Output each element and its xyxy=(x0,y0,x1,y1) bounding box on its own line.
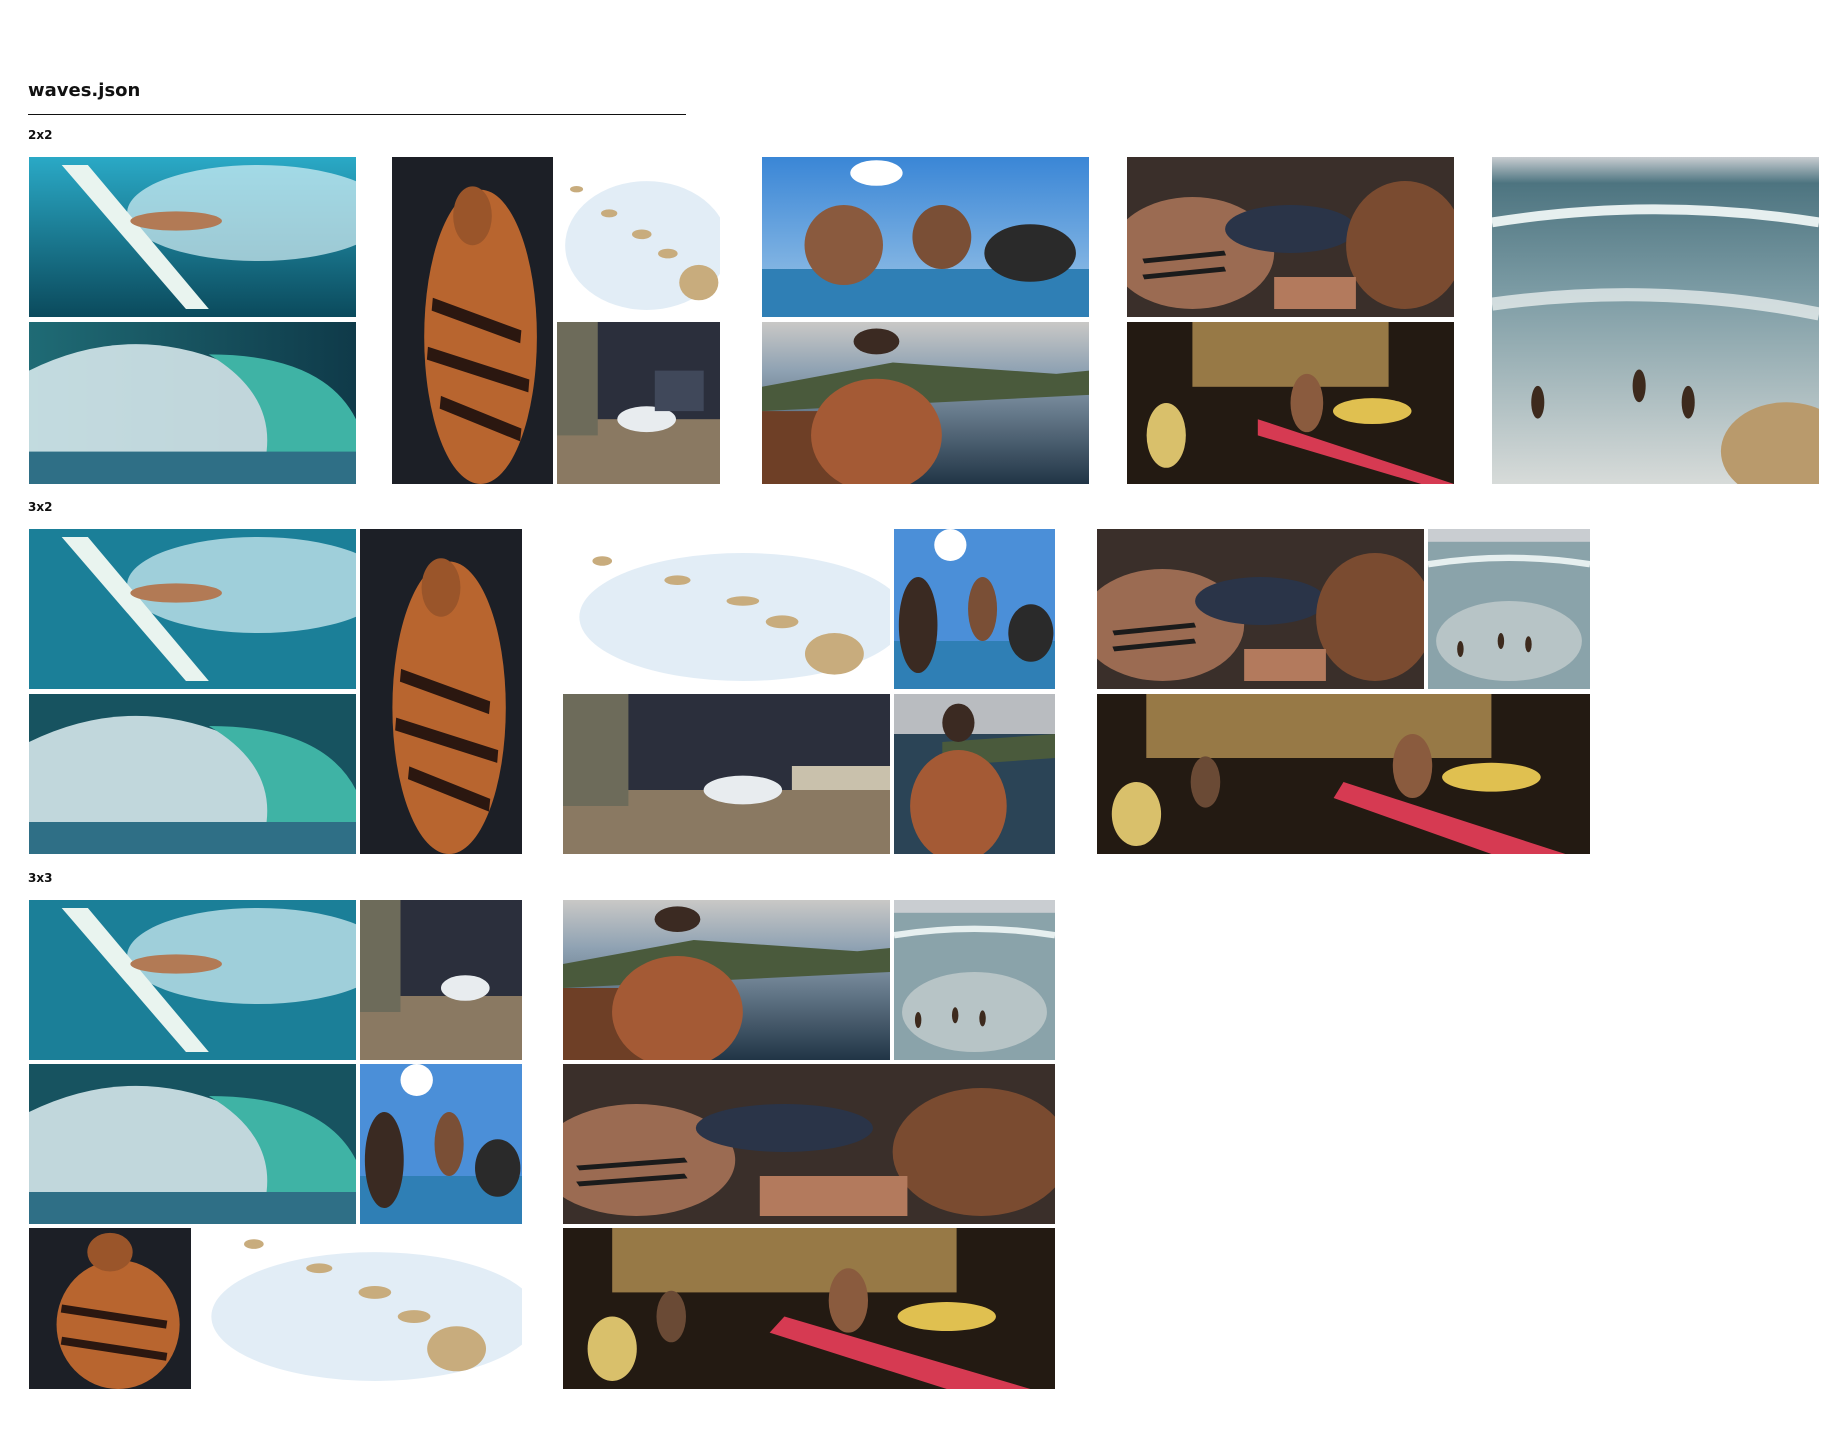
surfer-underwater-photo[interactable] xyxy=(29,529,356,689)
hawaii-islands-map[interactable] xyxy=(557,157,720,318)
back-tattoo-image xyxy=(894,694,1055,854)
hawaii-map-image xyxy=(557,157,720,318)
night-street-image xyxy=(1097,694,1590,854)
surf-workshop-image xyxy=(557,322,720,484)
tattooed-man-image xyxy=(392,157,553,484)
surfers-in-shorebreak-photo[interactable] xyxy=(894,900,1055,1060)
tattoo-ritual-photo[interactable] xyxy=(1127,157,1454,317)
hawaii-islands-map[interactable] xyxy=(563,529,890,689)
night-street-surfers-photo[interactable] xyxy=(563,1228,1055,1389)
surfboard-workshop-photo[interactable] xyxy=(360,900,522,1060)
tattooed-man-photo[interactable] xyxy=(29,1228,191,1389)
page-title: waves.json xyxy=(28,80,140,101)
back-tattoo-coast-photo[interactable] xyxy=(563,900,890,1060)
section-label-2x2: 2x2 xyxy=(28,128,52,142)
surfer-underwater-image xyxy=(29,157,356,317)
barrel-wave-image xyxy=(29,1064,356,1224)
surfers-shore-image xyxy=(894,900,1055,1060)
tattooed-man-image xyxy=(360,529,522,854)
surf-workshop-image xyxy=(563,694,890,854)
surfers-shore-image xyxy=(1428,529,1590,689)
canoe-paddlers-image xyxy=(894,529,1055,689)
surfer-underwater-photo[interactable] xyxy=(29,900,356,1060)
night-street-surfers-photo[interactable] xyxy=(1127,322,1454,484)
barrel-wave-photo[interactable] xyxy=(29,694,356,854)
surf-workshop-image xyxy=(360,900,522,1060)
barrel-wave-photo[interactable] xyxy=(29,1064,356,1224)
surfers-in-shorebreak-photo[interactable] xyxy=(1428,529,1590,689)
surfers-in-shorebreak-photo[interactable] xyxy=(1492,157,1819,484)
tattoo-ritual-image xyxy=(1097,529,1424,689)
title-divider xyxy=(28,114,686,115)
surfer-underwater-photo[interactable] xyxy=(29,157,356,317)
surfers-shore-image xyxy=(1492,157,1819,484)
surfboard-workshop-photo[interactable] xyxy=(563,694,890,854)
back-tattoo-image xyxy=(563,900,890,1060)
barrel-wave-photo[interactable] xyxy=(29,322,356,484)
night-street-image xyxy=(1127,322,1454,484)
canoe-paddlers-image xyxy=(762,157,1089,317)
back-tattoo-coast-photo[interactable] xyxy=(762,322,1089,484)
back-tattoo-image xyxy=(762,322,1089,484)
hawaii-islands-map[interactable] xyxy=(195,1228,522,1389)
canoe-paddlers-image xyxy=(360,1064,522,1224)
tattoo-ritual-image xyxy=(1127,157,1454,317)
surfer-underwater-image xyxy=(29,529,356,689)
tattoo-ritual-photo[interactable] xyxy=(563,1064,1055,1224)
hawaii-map-image xyxy=(195,1228,522,1389)
tattoo-ritual-image xyxy=(563,1064,1055,1224)
back-tattoo-coast-photo[interactable] xyxy=(894,694,1055,854)
outrigger-canoe-paddlers-photo[interactable] xyxy=(894,529,1055,689)
night-street-image xyxy=(563,1228,1055,1389)
section-label-3x3: 3x3 xyxy=(28,871,52,885)
outrigger-canoe-paddlers-photo[interactable] xyxy=(762,157,1089,317)
barrel-wave-image xyxy=(29,694,356,854)
surfer-underwater-image xyxy=(29,900,356,1060)
hawaii-map-image xyxy=(563,529,890,689)
surfboard-workshop-photo[interactable] xyxy=(557,322,720,484)
tattooed-man-image xyxy=(29,1228,191,1389)
night-street-surfers-photo[interactable] xyxy=(1097,694,1590,854)
outrigger-canoe-paddlers-photo[interactable] xyxy=(360,1064,522,1224)
section-label-3x2: 3x2 xyxy=(28,500,52,514)
tattooed-man-photo[interactable] xyxy=(392,157,553,484)
barrel-wave-image xyxy=(29,322,356,484)
tattooed-man-photo[interactable] xyxy=(360,529,522,854)
tattoo-ritual-photo[interactable] xyxy=(1097,529,1424,689)
